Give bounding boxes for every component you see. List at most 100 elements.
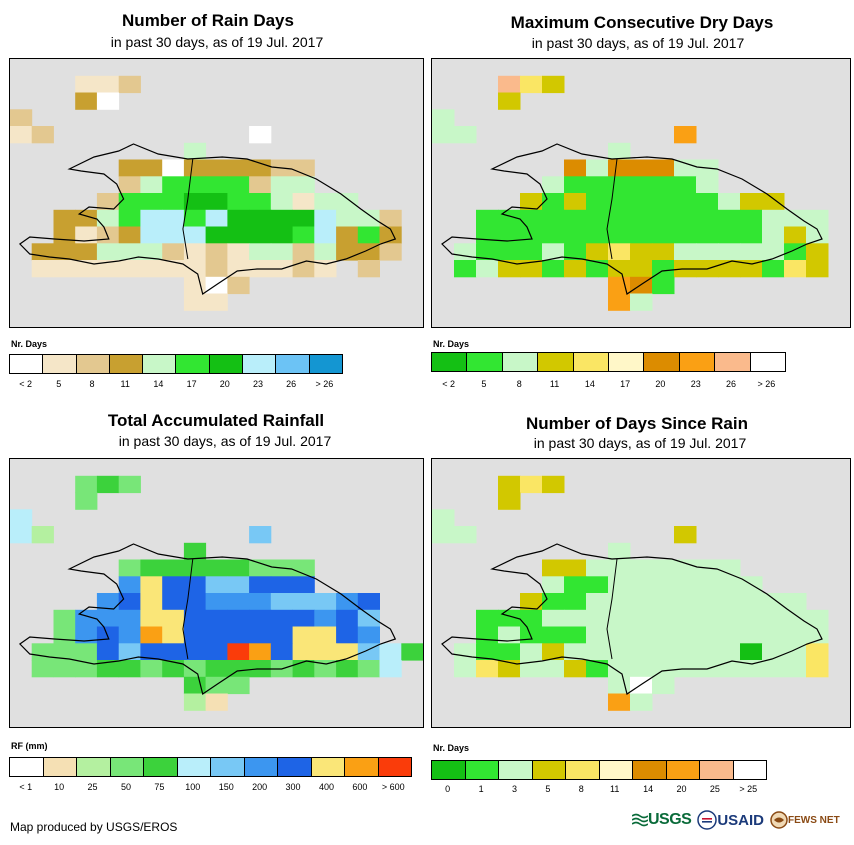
grid-cell xyxy=(314,626,337,644)
grid-cell xyxy=(718,559,741,577)
grid-cell xyxy=(227,159,250,177)
grid-cell xyxy=(432,126,455,144)
grid-cell xyxy=(454,126,477,144)
legend-label: 17 xyxy=(620,379,631,389)
grid-cell xyxy=(586,209,609,228)
grid-cell xyxy=(476,260,499,278)
grid-cell xyxy=(205,293,228,311)
grid-cell xyxy=(564,626,587,644)
grid-cell xyxy=(96,75,120,94)
legend-swatch xyxy=(143,355,177,373)
legend-label: 50 xyxy=(120,782,131,792)
grid-cell xyxy=(564,176,587,194)
grid-cell xyxy=(118,159,141,177)
agency-logos: USGS USAID FEWS NET xyxy=(632,806,844,834)
grid-cell xyxy=(205,576,228,594)
grid-cell xyxy=(292,193,315,211)
grid-cell xyxy=(784,609,807,628)
grid-cell xyxy=(314,643,337,661)
grid-cell xyxy=(183,159,207,177)
legend-label: 11 xyxy=(120,379,130,389)
legend-swatch xyxy=(144,758,178,776)
grid-cell xyxy=(162,243,185,261)
grid-cell xyxy=(476,209,499,228)
grid-cell xyxy=(542,643,565,661)
grid-cell xyxy=(249,126,272,144)
legend-labels: < 2 5 8 11 14 17 20 23 26 > 26 xyxy=(431,379,784,391)
grid-cell xyxy=(183,276,207,295)
grid-cell xyxy=(162,593,185,611)
grid-cell xyxy=(718,243,741,261)
grid-cell xyxy=(205,626,228,644)
grid-cell xyxy=(674,243,697,261)
panel-days-since-rain: Number of Days Since Rain in past 30 day… xyxy=(427,400,851,800)
grid-cell xyxy=(454,526,477,544)
grid-cell xyxy=(652,593,675,611)
legend-swatch xyxy=(209,355,244,373)
grid-cell xyxy=(564,660,587,678)
grid-cell xyxy=(542,243,565,261)
legend-swatch xyxy=(10,758,44,776)
grid-cell xyxy=(674,626,697,644)
grid-cell xyxy=(314,243,337,261)
grid-cell xyxy=(292,260,315,278)
usgs-wave-icon xyxy=(632,813,648,827)
grid-cell xyxy=(630,559,653,577)
grid-cell xyxy=(586,626,609,644)
grid-cell xyxy=(249,593,272,611)
grid-cell xyxy=(564,209,587,228)
grid-cell xyxy=(336,609,359,628)
legend-label: > 600 xyxy=(381,782,405,792)
grid-cell xyxy=(227,193,250,211)
grid-cell xyxy=(542,576,565,594)
grid-cell xyxy=(162,643,185,661)
grid-cell xyxy=(75,75,98,94)
grid-cell xyxy=(162,559,185,577)
grid-cell xyxy=(183,576,207,594)
grid-cell xyxy=(75,260,98,278)
grid-cell xyxy=(542,260,565,278)
grid-cell xyxy=(314,260,337,278)
grid-cell xyxy=(630,643,653,661)
legend-swatch xyxy=(573,353,610,371)
grid-cell xyxy=(476,243,499,261)
panel-rainfall: Total Accumulated Rainfall in past 30 da… xyxy=(0,400,424,800)
grid-cell xyxy=(542,609,565,628)
fews-logo-text: FEWS NET xyxy=(788,814,840,826)
grid-cell xyxy=(96,609,120,628)
grid-cell xyxy=(53,243,76,261)
grid-cell xyxy=(10,126,33,144)
legend-label: 400 xyxy=(318,782,334,792)
grid-cell xyxy=(183,226,207,244)
grid-cell xyxy=(696,176,719,194)
grid-cell xyxy=(314,593,337,611)
grid-cell xyxy=(806,626,829,644)
legend-swatch xyxy=(110,758,144,776)
grid-cell xyxy=(227,559,250,577)
legend-label: 11 xyxy=(610,784,620,794)
grid-cell xyxy=(162,626,185,644)
grid-cell xyxy=(696,643,719,661)
grid-cell xyxy=(205,193,228,211)
grid-cell xyxy=(784,626,807,644)
grid-cell xyxy=(140,593,163,611)
grid-cell xyxy=(454,243,477,261)
grid-cell xyxy=(718,193,741,211)
panel-subtitle: in past 30 days, as of 19 Jul. 2017 xyxy=(118,433,332,449)
grid-cell xyxy=(379,243,402,261)
grid-cell xyxy=(292,643,315,661)
legend-label: 8 xyxy=(89,379,95,389)
legend-label: 8 xyxy=(578,784,584,794)
grid-cell xyxy=(53,260,76,278)
legend-swatch xyxy=(77,758,111,776)
grid-cell xyxy=(674,176,697,194)
legend-label: 25 xyxy=(87,782,98,792)
grid-cell xyxy=(718,260,741,278)
country-border xyxy=(606,558,618,660)
grid-cell xyxy=(718,626,741,644)
panel-dry-days: Maximum Consecutive Dry Days in past 30 … xyxy=(427,0,851,400)
panel-title: Number of Days Since Rain xyxy=(525,414,748,433)
grid-cell xyxy=(674,609,697,628)
grid-cell xyxy=(652,660,675,678)
grid-cell xyxy=(401,643,423,661)
